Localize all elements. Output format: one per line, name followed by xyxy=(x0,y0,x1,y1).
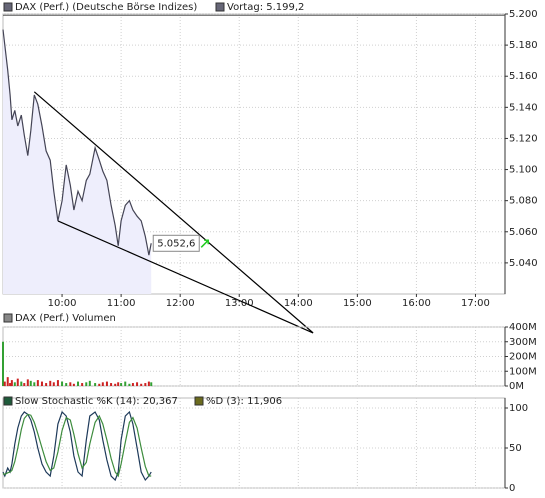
y-tick-label: 5.080 xyxy=(509,196,538,207)
y-tick-label: 5.160 xyxy=(509,71,538,82)
bar xyxy=(26,379,29,386)
y-tick-label: 0M xyxy=(509,381,524,392)
bar xyxy=(9,383,12,386)
bar xyxy=(45,383,48,386)
line xyxy=(2,29,152,256)
y-tick-label: 5.040 xyxy=(509,258,538,269)
area xyxy=(3,29,152,294)
line xyxy=(2,410,152,482)
y-tick-label: 100M xyxy=(509,366,537,377)
bar xyxy=(136,382,139,386)
y-tick-label: 5.180 xyxy=(509,40,538,51)
bar xyxy=(128,383,131,386)
x-tick-label: 17:00 xyxy=(461,298,490,309)
bar xyxy=(150,382,153,386)
y-tick-label: 400M xyxy=(509,322,537,333)
x-tick-label: 12:00 xyxy=(166,298,195,309)
legend-swatch xyxy=(3,396,13,406)
bar xyxy=(98,383,101,386)
bar xyxy=(72,383,75,386)
legend-label: Vortag: 5.199,2 xyxy=(227,2,304,13)
bar xyxy=(6,377,9,386)
bar xyxy=(94,383,97,386)
line xyxy=(2,413,152,478)
bar xyxy=(105,381,108,386)
y-tick-label: 300M xyxy=(509,337,537,348)
trendline xyxy=(57,220,314,334)
x-tick-label: 13:00 xyxy=(225,298,254,309)
y-tick-label: 50 xyxy=(509,443,522,454)
bar xyxy=(147,381,150,386)
bar xyxy=(85,382,88,386)
x-tick-label: 14:00 xyxy=(284,298,313,309)
x-tick-label: 11:00 xyxy=(107,298,136,309)
x-tick-label: 15:00 xyxy=(343,298,372,309)
legend-swatch xyxy=(3,2,13,12)
y-tick-label: 0 xyxy=(509,483,515,494)
bar xyxy=(144,383,147,386)
y-tick-label: 5.120 xyxy=(509,133,538,144)
bar xyxy=(36,380,39,386)
bar xyxy=(23,383,26,386)
bar xyxy=(81,383,84,386)
bar xyxy=(69,382,72,386)
bar xyxy=(131,383,134,386)
bar xyxy=(117,382,120,386)
bar xyxy=(29,380,32,386)
bar xyxy=(77,381,80,386)
y-tick-label: 5.060 xyxy=(509,227,538,238)
bar xyxy=(10,380,13,386)
x-tick-label: 10:00 xyxy=(48,298,77,309)
y-tick-label: 200M xyxy=(509,352,537,363)
y-tick-label: 5.140 xyxy=(509,102,538,113)
bar xyxy=(110,383,113,386)
bar xyxy=(2,341,4,386)
legend-swatch xyxy=(194,396,204,406)
y-tick-label: 5.100 xyxy=(509,165,538,176)
last-price-box xyxy=(152,234,200,252)
bar xyxy=(88,380,91,386)
bar xyxy=(40,381,43,386)
legend-swatch xyxy=(3,313,13,323)
x-tick-label: 16:00 xyxy=(402,298,431,309)
bar xyxy=(3,381,6,386)
bar xyxy=(61,381,64,386)
bar xyxy=(49,380,52,386)
bar xyxy=(101,382,104,386)
bar xyxy=(114,383,117,386)
bar xyxy=(13,382,16,386)
last-price-icon xyxy=(200,239,209,248)
legend-label: DAX (Perf.) (Deutsche Börse Indizes) xyxy=(15,2,197,13)
bar xyxy=(65,383,68,386)
y-tick-label: 5.200 xyxy=(509,9,538,20)
bar xyxy=(20,381,23,386)
bar xyxy=(56,380,59,386)
bar xyxy=(16,378,19,386)
legend-label: Slow Stochastic %K (14): 20,367 xyxy=(15,396,178,407)
legend-swatch xyxy=(215,2,225,12)
bar xyxy=(140,383,143,386)
y-tick-label: 100 xyxy=(509,403,528,414)
bar xyxy=(52,382,55,386)
bar xyxy=(124,381,127,386)
legend-label: DAX (Perf.) Volumen xyxy=(15,313,116,324)
bar xyxy=(120,383,123,386)
legend-label: %D (3): 11,906 xyxy=(206,396,282,407)
trendline xyxy=(33,91,314,334)
last-price-label: 5.052,6 xyxy=(157,238,195,249)
bar xyxy=(33,382,36,386)
